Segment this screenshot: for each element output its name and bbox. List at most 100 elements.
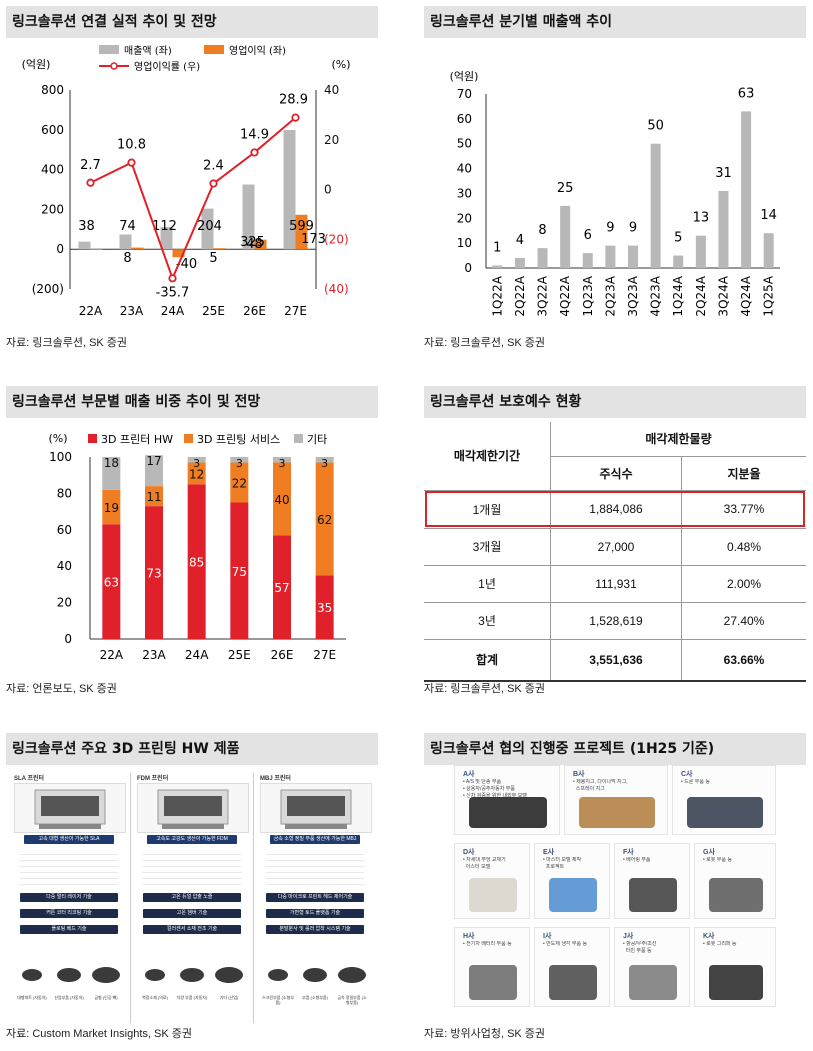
segment-value-label: 57 <box>274 581 289 595</box>
bar-value-label: 4 <box>516 233 524 248</box>
source-note: 자료: Custom Market Insights, SK 증권 <box>6 1028 192 1040</box>
printer-image <box>260 783 372 833</box>
y-tick-label: 80 <box>57 486 72 500</box>
margin-value-label: 2.4 <box>203 159 224 174</box>
bar-sales <box>201 208 214 250</box>
left-tick-label: 200 <box>41 202 64 216</box>
source-note: 자료: 링크솔루션, SK 증권 <box>424 337 546 349</box>
margin-value-label: 2.7 <box>80 158 101 173</box>
bar-value-label: 14 <box>760 208 777 223</box>
legend-swatch <box>294 434 303 443</box>
project-description: • 항공/우주/조선 터빈 부품 등 <box>623 941 657 954</box>
right-tick-label: 0 <box>324 183 332 197</box>
segment-value-label: 3 <box>236 457 243 470</box>
part-label: 기타 (산업) <box>219 995 239 1000</box>
panel-title: 링크솔루션 주요 3D 프린팅 HW 제품 <box>6 733 378 765</box>
source-note: 자료: 방위사업청, SK 증권 <box>424 1028 546 1040</box>
x-tick-label: 4Q23A <box>649 275 663 316</box>
part-label: 부품 (소형부품) <box>302 995 328 1000</box>
cell-ratio: 0.48% <box>681 528 806 566</box>
segment-value-label: 18 <box>104 456 119 470</box>
project-company: I사 <box>543 933 552 940</box>
printer-image <box>137 783 249 833</box>
stacked-bar-segment <box>102 457 121 490</box>
panel-title: 링크솔루션 분기별 매출액 추이 <box>424 6 806 38</box>
bar <box>673 255 684 268</box>
product-name: MBJ 프린터 <box>260 776 291 782</box>
panel-title: 링크솔루션 협의 진행중 프로젝트 (1H25 기준) <box>424 733 806 765</box>
project-card: D사 • 차세대 부엉 교체기 아스터 모델 <box>454 843 530 919</box>
bar-value-label: 13 <box>693 211 710 226</box>
cell-shares: 1,528,619 <box>550 602 682 640</box>
project-company: C사 <box>681 771 693 778</box>
margin-point <box>168 274 177 283</box>
legend-swatch-sales <box>99 45 119 54</box>
source-note: 자료: 링크솔루션, SK 증권 <box>6 337 128 349</box>
x-tick-label: 24A <box>185 648 209 662</box>
product-description <box>20 849 118 887</box>
legend-swatch <box>88 434 97 443</box>
table-row: 1개월 1,884,086 33.77% <box>424 490 806 529</box>
panel-title: 링크솔루션 부문별 매출 비중 추이 및 전망 <box>6 386 378 418</box>
project-description: • 전기차 배터리 부품 등 <box>463 941 512 947</box>
bar-sales <box>160 226 173 250</box>
x-tick-label: 1Q25A <box>762 275 776 316</box>
part-label: 스크린부품 (소형부품) <box>262 995 294 1005</box>
panel-title: 링크솔루션 보호예수 현황 <box>424 386 806 418</box>
part-image <box>90 959 122 989</box>
projects-figure: A사• A/S 및 단종 부품 • 상용자/공주자동차 부품 • 신차 검증을 … <box>454 765 780 1015</box>
x-tick-label: 23A <box>142 648 166 662</box>
financials-chart: (억원) (%)8006004002000(200)40200(20)(40)매출… <box>22 44 351 318</box>
part-image <box>709 964 763 1000</box>
bar-value-label: 63 <box>738 86 755 101</box>
segment-value-label: 62 <box>317 513 332 527</box>
product-headline: 고속 대형 생산이 가능한 SLA <box>24 835 114 844</box>
part-image <box>549 878 597 912</box>
feature-chip: 다중 마이크로 프린트 헤드 제어기술 <box>266 893 364 902</box>
bar <box>650 143 661 268</box>
x-tick-label: 3Q22A <box>536 275 550 316</box>
stacked-bar-segment <box>315 575 334 639</box>
segment-value-label: 40 <box>274 493 289 507</box>
header-shares: 주식수 <box>550 456 682 491</box>
cell-period: 합계 <box>424 639 551 682</box>
x-tick-label: 4Q24A <box>739 275 753 316</box>
stacked-bar-segment <box>273 535 291 639</box>
y-tick-label: 40 <box>57 559 72 573</box>
left-tick-label: 400 <box>41 163 64 177</box>
sales-value-label: 74 <box>119 219 136 234</box>
bar-value-label: 6 <box>584 228 592 243</box>
project-company: B사 <box>573 771 585 778</box>
left-tick-label: 0 <box>56 242 64 256</box>
x-tick-label: 1Q22A <box>490 275 504 316</box>
feature-chip: 고온 듀얼 압출 노즐 <box>143 893 241 902</box>
column-divider <box>253 773 254 1023</box>
part-label: 차량 부품 (자동차) <box>176 995 208 1000</box>
panel-financials: 링크솔루션 연결 실적 추이 및 전망 (억원) (%) 800 600 400 200 0… <box>6 6 378 351</box>
legend-label: 기타 <box>307 433 327 446</box>
project-card: C사 • 드론 부품 등 <box>672 765 776 835</box>
panel-lockup: 링크솔루션 보호예수 현황 매각제한기간 매각제한물량 주식수 지분율 1개월 … <box>424 386 806 696</box>
bar-op <box>172 249 185 258</box>
part-image <box>336 959 368 989</box>
stacked-bar-segment <box>315 462 334 576</box>
stacked-bar-segment <box>187 457 206 463</box>
project-company: J사 <box>623 933 634 940</box>
x-tick-label: 25E <box>202 304 225 318</box>
stacked-bar-segment <box>145 486 163 507</box>
project-company: G사 <box>703 849 715 856</box>
bar <box>514 258 525 268</box>
project-card: G사 • 로봇 부품 등 <box>694 843 776 919</box>
feature-chip: 분말분사 및 롤러 압착 시스템 기술 <box>266 925 364 934</box>
source-note: 자료: 링크솔루션, SK 증권 <box>424 683 546 695</box>
project-card: B사 • 제봉지그, 다이나믹 지그, 스프레이 지그 <box>564 765 668 835</box>
bar <box>628 245 638 268</box>
printer-image <box>14 783 126 833</box>
project-description: • 로봇 부품 등 <box>703 857 732 863</box>
segment-value-label: 75 <box>232 565 247 579</box>
bar <box>537 248 548 268</box>
x-tick-label: 1Q24A <box>671 275 685 316</box>
table-row: 1년 111,931 2.00% <box>424 565 806 603</box>
part-image <box>299 959 331 989</box>
margin-point <box>86 178 95 187</box>
